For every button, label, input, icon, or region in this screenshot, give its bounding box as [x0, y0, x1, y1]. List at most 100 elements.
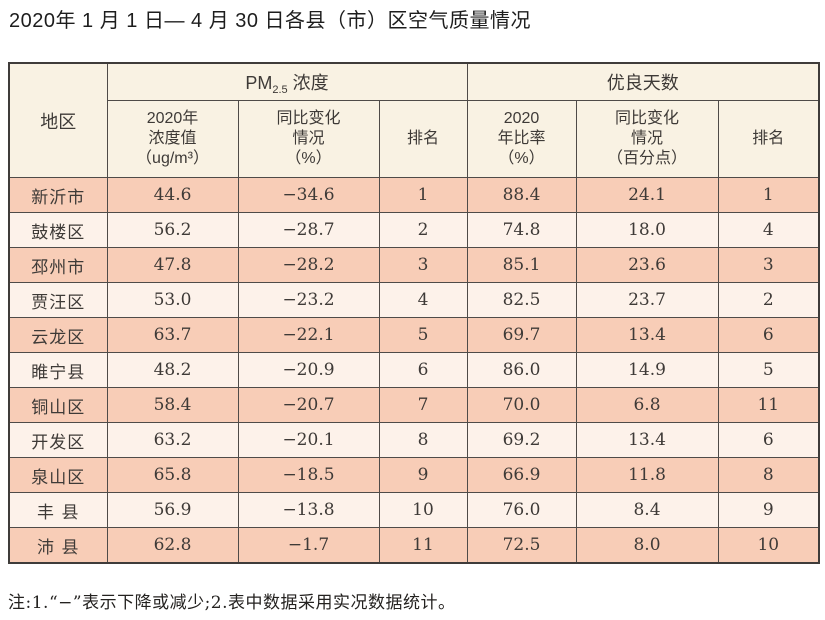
cell-good_rate: 66.9 [466, 457, 577, 493]
cell-region: 开发区 [8, 422, 108, 458]
pm25-subscript: 2.5 [272, 83, 288, 96]
cell-pm_change: −28.2 [237, 247, 380, 283]
table-row: 贾汪区 53.0 −23.2 4 82.5 23.7 2 [8, 282, 820, 318]
table-row: 睢宁县 48.2 −20.9 6 86.0 14.9 5 [8, 352, 820, 388]
cell-pm_change: −18.5 [237, 457, 380, 493]
cell-pm_rank: 7 [378, 387, 468, 423]
col-header-good-change: 同比变化 情况 （百分点） [575, 100, 719, 178]
cell-pm_change: −13.8 [237, 492, 380, 528]
table-row: 开发区 63.2 −20.1 8 69.2 13.4 6 [8, 422, 820, 458]
cell-pm_rank: 1 [378, 177, 468, 213]
cell-pm_value: 53.0 [106, 282, 239, 318]
header-group-row: 地区 PM2.5 浓度 优良天数 [8, 62, 820, 178]
cell-good_rate: 72.5 [466, 527, 577, 564]
col-group-good-days: 优良天数 [466, 62, 820, 101]
cell-pm_value: 44.6 [106, 177, 239, 213]
cell-good_change: 23.7 [575, 282, 719, 318]
cell-pm_change: −1.7 [237, 527, 380, 564]
cell-good_change: 11.8 [575, 457, 719, 493]
table-body: 新沂市 44.6 −34.6 1 88.4 24.1 1 鼓楼区 56.2 −28.7 2 74.8 1… [8, 177, 820, 564]
cell-good_rank: 11 [717, 387, 820, 423]
cell-good_rank: 3 [717, 247, 820, 283]
cell-good_rate: 86.0 [466, 352, 577, 388]
cell-good_rank: 8 [717, 457, 820, 493]
cell-good_change: 8.0 [575, 527, 719, 564]
cell-pm_rank: 5 [378, 317, 468, 353]
cell-pm_change: −28.7 [237, 212, 380, 248]
cell-good_rate: 88.4 [466, 177, 577, 213]
cell-pm_rank: 4 [378, 282, 468, 318]
cell-region: 睢宁县 [8, 352, 108, 388]
cell-good_rate: 82.5 [466, 282, 577, 318]
col-header-good-rate: 2020 年比率 （%） [466, 100, 577, 178]
cell-pm_change: −22.1 [237, 317, 380, 353]
col-header-pm-change: 同比变化 情况 （%） [237, 100, 380, 178]
cell-good_rank: 5 [717, 352, 820, 388]
cell-good_rate: 69.2 [466, 422, 577, 458]
table-header: 地区 PM2.5 浓度 优良天数 2020年 浓度值 （ug/m³） 同比变化 … [8, 62, 820, 178]
cell-pm_value: 63.2 [106, 422, 239, 458]
cell-region: 新沂市 [8, 177, 108, 213]
cell-good_change: 24.1 [575, 177, 719, 213]
cell-good_change: 13.4 [575, 317, 719, 353]
cell-good_change: 6.8 [575, 387, 719, 423]
cell-good_rank: 9 [717, 492, 820, 528]
header-sub-row: 2020年 浓度值 （ug/m³） 同比变化 情况 （%） 排名 2020 年比… [9, 100, 820, 178]
table-row: 邳州市 47.8 −28.2 3 85.1 23.6 3 [8, 247, 820, 283]
cell-pm_change: −20.7 [237, 387, 380, 423]
cell-region: 沛 县 [8, 527, 108, 564]
cell-good_change: 13.4 [575, 422, 719, 458]
pm25-suffix: 浓度 [287, 72, 329, 93]
cell-region: 云龙区 [8, 317, 108, 353]
cell-pm_value: 63.7 [106, 317, 239, 353]
table-row: 鼓楼区 56.2 −28.7 2 74.8 18.0 4 [8, 212, 820, 248]
air-quality-table: 地区 PM2.5 浓度 优良天数 2020年 浓度值 （ug/m³） 同比变化 … [8, 62, 821, 564]
cell-pm_change: −23.2 [237, 282, 380, 318]
page-title: 2020年 1 月 1 日— 4 月 30 日各县（市）区空气质量情况 [9, 10, 532, 32]
col-header-good-rank: 排名 [717, 100, 820, 178]
cell-pm_rank: 6 [378, 352, 468, 388]
cell-pm_value: 47.8 [106, 247, 239, 283]
col-group-pm25: PM2.5 浓度 [106, 62, 468, 101]
cell-region: 丰 县 [8, 492, 108, 528]
cell-good_rank: 6 [717, 422, 820, 458]
cell-good_change: 23.6 [575, 247, 719, 283]
table-row: 泉山区 65.8 −18.5 9 66.9 11.8 8 [8, 457, 820, 493]
cell-pm_value: 56.9 [106, 492, 239, 528]
cell-region: 邳州市 [8, 247, 108, 283]
cell-good_rate: 85.1 [466, 247, 577, 283]
cell-region: 贾汪区 [8, 282, 108, 318]
col-header-region: 地区 [8, 62, 108, 178]
cell-good_change: 14.9 [575, 352, 719, 388]
table-row: 铜山区 58.4 −20.7 7 70.0 6.8 11 [8, 387, 820, 423]
cell-pm_change: −20.9 [237, 352, 380, 388]
cell-pm_rank: 3 [378, 247, 468, 283]
cell-good_change: 18.0 [575, 212, 719, 248]
cell-pm_rank: 9 [378, 457, 468, 493]
cell-region: 鼓楼区 [8, 212, 108, 248]
cell-good_rate: 76.0 [466, 492, 577, 528]
cell-pm_value: 48.2 [106, 352, 239, 388]
cell-good_rank: 6 [717, 317, 820, 353]
cell-pm_change: −34.6 [237, 177, 380, 213]
cell-pm_value: 56.2 [106, 212, 239, 248]
cell-good_rank: 10 [717, 527, 820, 564]
cell-pm_rank: 2 [378, 212, 468, 248]
cell-pm_change: −20.1 [237, 422, 380, 458]
cell-good_rank: 2 [717, 282, 820, 318]
table-row: 云龙区 63.7 −22.1 5 69.7 13.4 6 [8, 317, 820, 353]
cell-pm_rank: 10 [378, 492, 468, 528]
col-header-pm-value: 2020年 浓度值 （ug/m³） [106, 100, 239, 178]
table-row: 丰 县 56.9 −13.8 10 76.0 8.4 9 [8, 492, 820, 528]
cell-good_rate: 70.0 [466, 387, 577, 423]
cell-good_rate: 74.8 [466, 212, 577, 248]
table-row: 新沂市 44.6 −34.6 1 88.4 24.1 1 [8, 177, 820, 213]
cell-region: 铜山区 [8, 387, 108, 423]
cell-pm_value: 65.8 [106, 457, 239, 493]
footnote: 注:1.“−”表示下降或减少;2.表中数据采用实况数据统计。 [8, 593, 456, 613]
cell-good_rank: 4 [717, 212, 820, 248]
cell-good_rank: 1 [717, 177, 820, 213]
col-header-pm-rank: 排名 [378, 100, 468, 178]
table-row: 沛 县 62.8 −1.7 11 72.5 8.0 10 [8, 527, 820, 564]
